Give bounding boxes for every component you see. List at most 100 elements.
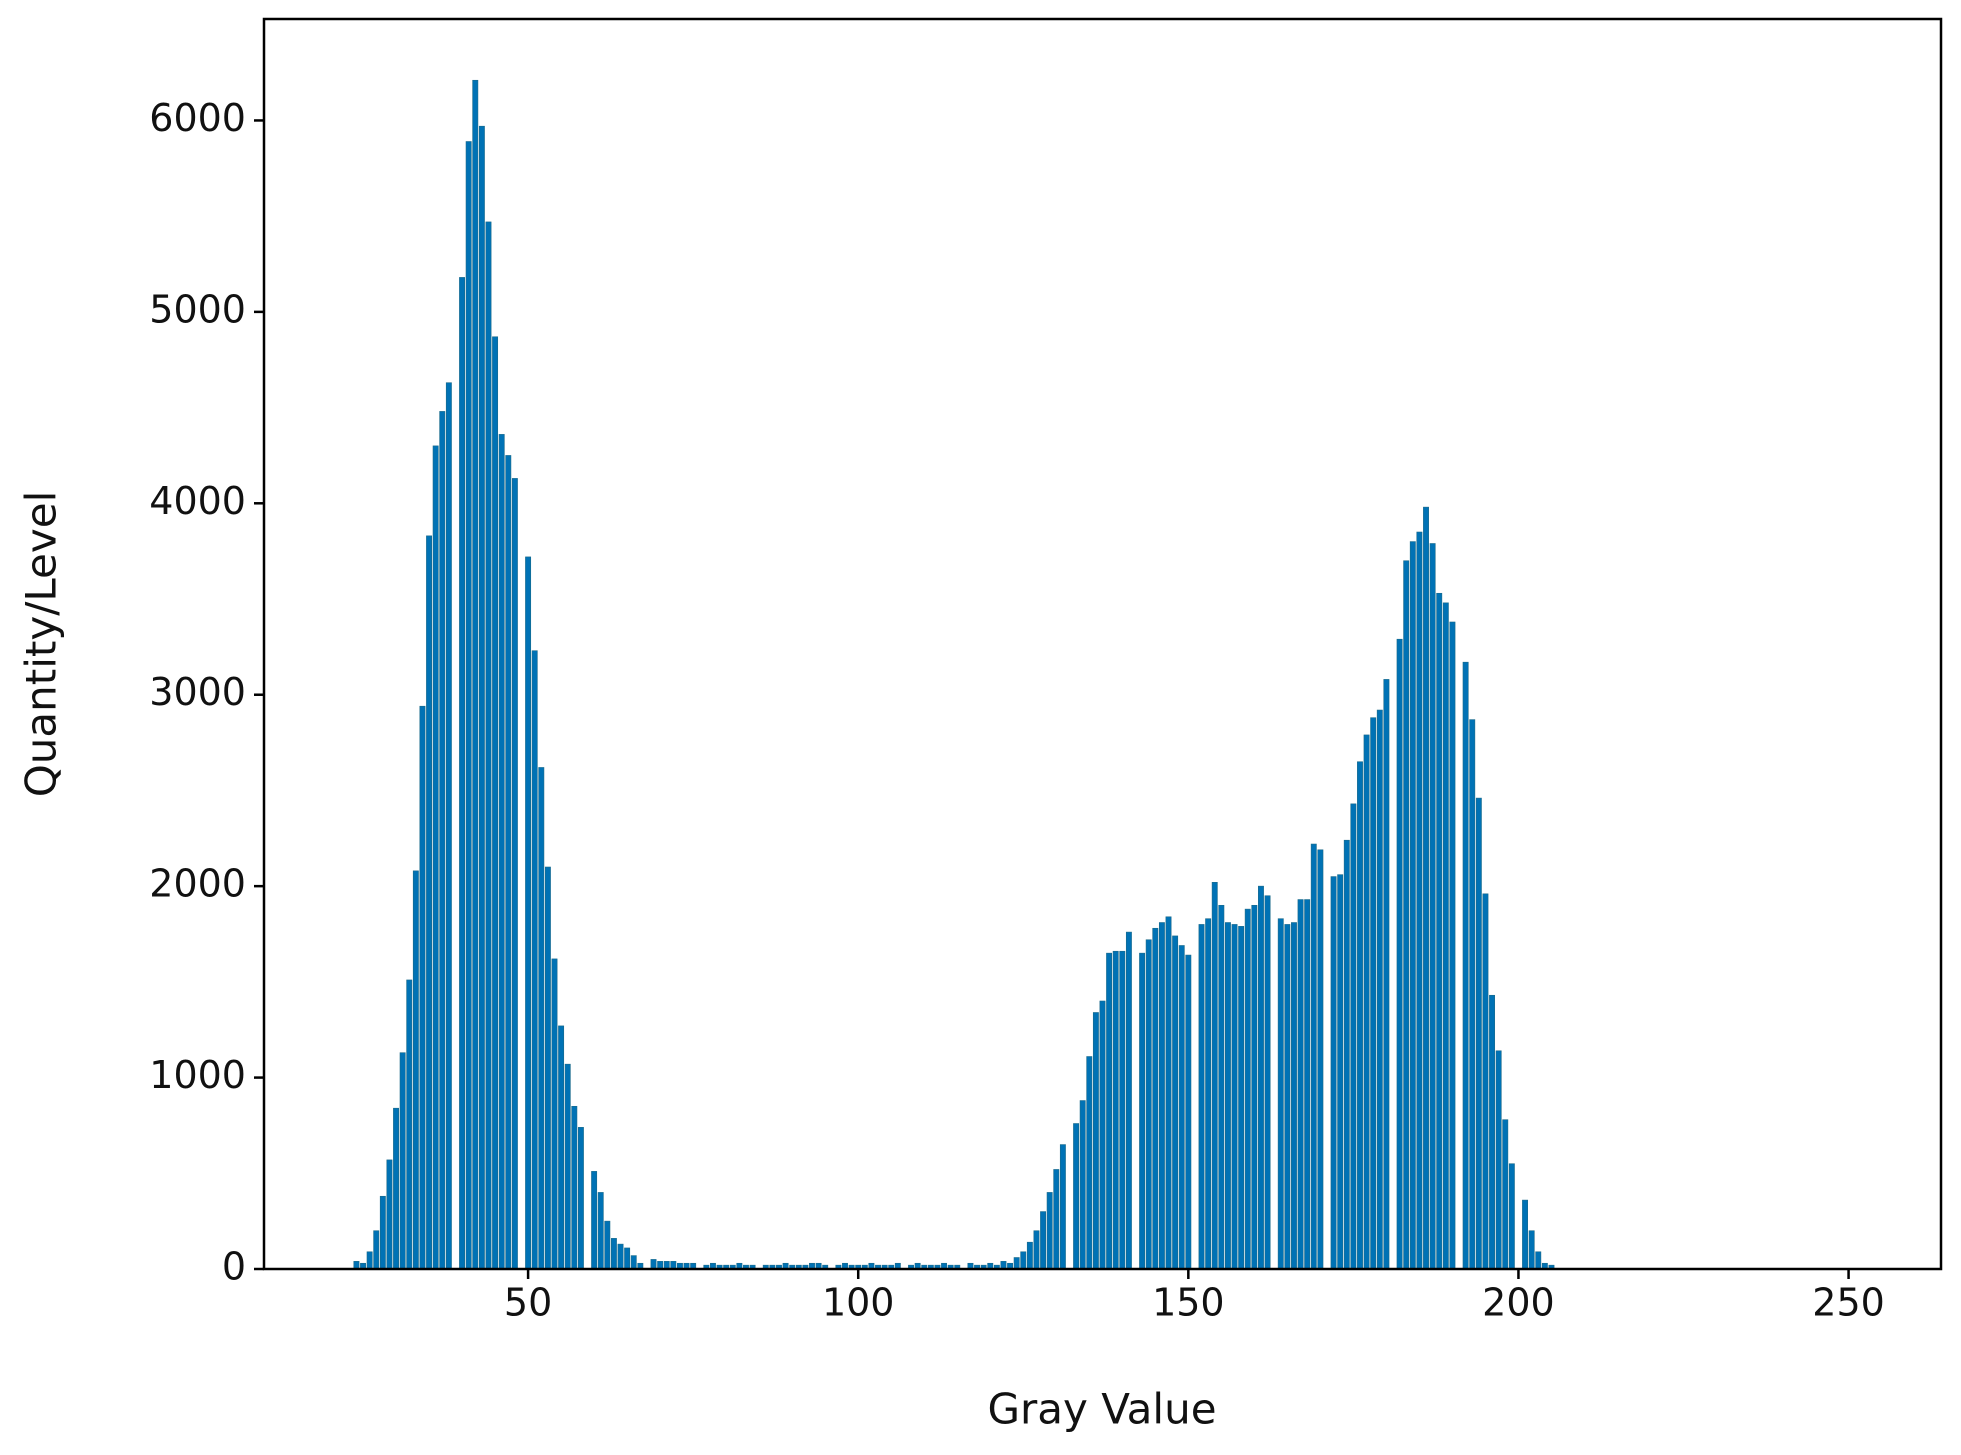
bar [551, 958, 558, 1270]
bar [1376, 709, 1383, 1270]
bar [1059, 1144, 1066, 1270]
bar [1291, 922, 1297, 1270]
bar [1310, 843, 1317, 1270]
bar [1535, 1251, 1542, 1270]
bar [1317, 849, 1324, 1270]
bar [1528, 1230, 1535, 1270]
bar [1106, 952, 1113, 1270]
bar [1482, 893, 1489, 1270]
bar [544, 866, 551, 1270]
bar [459, 277, 466, 1270]
bar [1429, 543, 1436, 1270]
bar [1502, 1119, 1509, 1270]
bar [1020, 1251, 1027, 1270]
bar [1462, 661, 1469, 1270]
bar [1416, 531, 1423, 1270]
bar [1158, 922, 1165, 1270]
y-tick-label: 0 [222, 1245, 246, 1289]
bar [1211, 882, 1218, 1270]
bar [498, 434, 505, 1270]
bar [1145, 939, 1152, 1270]
bar [1165, 916, 1172, 1270]
bar [1350, 803, 1357, 1270]
bar [1370, 717, 1377, 1270]
bar [1205, 918, 1212, 1270]
bar [604, 1220, 611, 1270]
bar [439, 411, 446, 1270]
bar [1079, 1100, 1086, 1270]
bar [1046, 1192, 1053, 1270]
bar [610, 1238, 617, 1270]
y-axis-label: Quantity/Level [17, 491, 66, 798]
bar [1409, 541, 1416, 1270]
bar [650, 1259, 657, 1270]
bar [419, 705, 426, 1270]
bar [531, 650, 538, 1270]
bar [511, 478, 518, 1270]
bar [445, 382, 452, 1270]
bar [1092, 1012, 1099, 1270]
bar [558, 1025, 565, 1270]
bar [505, 455, 512, 1270]
bar [624, 1247, 631, 1270]
bar [1489, 994, 1495, 1270]
bar [1436, 592, 1443, 1270]
x-tick-label: 100 [822, 1281, 895, 1325]
bar [1185, 954, 1192, 1270]
plot-frame [262, 17, 1943, 1271]
bar [1304, 899, 1311, 1270]
bar [1139, 952, 1146, 1270]
bar [1383, 679, 1390, 1270]
bar [1495, 1050, 1502, 1270]
bar [577, 1127, 584, 1270]
bar [1330, 876, 1337, 1270]
bar [1403, 560, 1410, 1270]
bar [630, 1255, 637, 1270]
bar [1198, 924, 1205, 1270]
bar [1026, 1241, 1033, 1270]
bar [478, 125, 485, 1270]
y-tick-label: 6000 [149, 96, 246, 140]
y-tick-label: 3000 [149, 670, 246, 714]
bar [1073, 1123, 1080, 1270]
bar [1357, 761, 1363, 1270]
bar [492, 336, 499, 1270]
x-tick-label: 50 [504, 1281, 552, 1325]
bar [1423, 506, 1429, 1270]
bar [525, 556, 532, 1270]
x-tick-label: 200 [1482, 1281, 1555, 1325]
bar [1449, 621, 1456, 1270]
bar [1469, 719, 1476, 1270]
bar [571, 1105, 578, 1270]
bar [406, 979, 413, 1270]
bar [432, 445, 439, 1270]
bar [1231, 924, 1238, 1270]
bar [399, 1052, 406, 1270]
bar [393, 1107, 399, 1270]
bar [379, 1195, 386, 1270]
bar [1013, 1257, 1020, 1270]
bar [1251, 904, 1258, 1270]
bar [1363, 734, 1370, 1270]
bar [465, 141, 472, 1270]
bar [1442, 602, 1449, 1270]
bar [1337, 874, 1344, 1270]
y-tick-label: 4000 [149, 479, 246, 523]
x-tick-label: 150 [1152, 1281, 1225, 1325]
bar [1244, 908, 1251, 1270]
bar [538, 767, 545, 1270]
bar [485, 221, 492, 1270]
bar [1264, 895, 1271, 1270]
y-tick-label: 5000 [149, 287, 246, 331]
bar [617, 1243, 624, 1270]
bar [1284, 924, 1291, 1270]
bar [1099, 1000, 1106, 1270]
bar [1033, 1230, 1040, 1270]
bar [1040, 1211, 1047, 1270]
bar [1152, 927, 1159, 1270]
bar [1508, 1163, 1515, 1270]
bar [1178, 945, 1185, 1270]
bar [1522, 1199, 1528, 1270]
y-tick-label: 1000 [149, 1053, 246, 1097]
bar [597, 1192, 604, 1270]
